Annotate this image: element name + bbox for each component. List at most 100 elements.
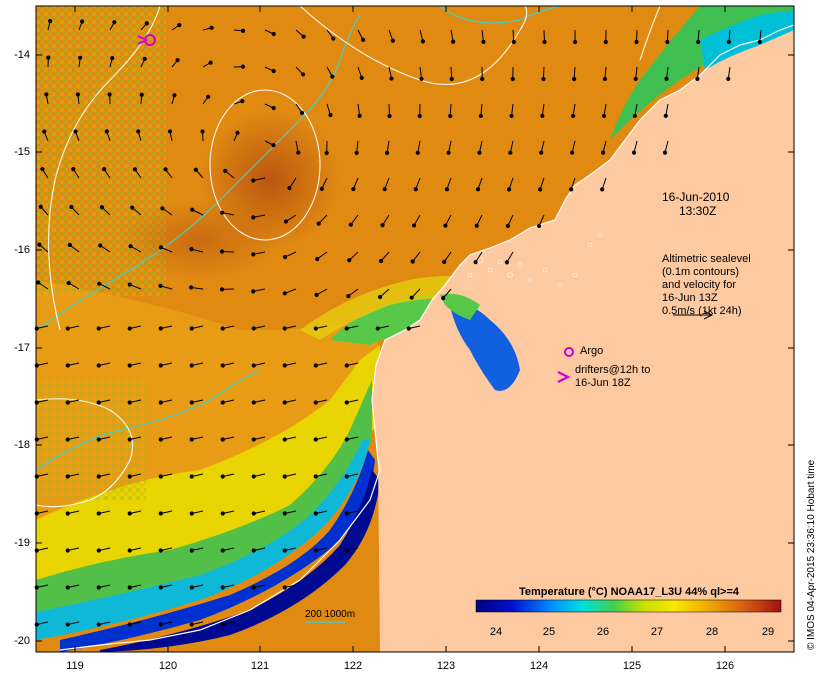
- velocity-arrow-head: [600, 187, 605, 192]
- velocity-arrow-head: [240, 99, 245, 104]
- colorbar: [475, 599, 782, 613]
- islands: [467, 232, 603, 288]
- velocity-arrow-head: [603, 39, 608, 45]
- velocity-arrow-head: [508, 150, 513, 155]
- velocity-arrow-head: [380, 223, 385, 228]
- velocity-arrow-head: [96, 511, 101, 516]
- altimetry-line: (0.1m contours): [662, 266, 740, 278]
- velocity-arrow-head: [189, 247, 194, 252]
- velocity-arrow-head: [324, 150, 329, 156]
- velocity-arrow-head: [663, 113, 668, 118]
- velocity-arrow-head: [172, 93, 177, 98]
- velocity-arrow-head: [344, 474, 349, 479]
- velocity-arrow-head: [539, 150, 544, 155]
- velocity-arrow-head: [662, 150, 668, 155]
- drifter-label-2: 16-Jun 18Z: [575, 377, 631, 389]
- velocity-arrow-head: [158, 585, 163, 590]
- velocity-arrow-head: [442, 259, 447, 264]
- velocity-arrow-head: [328, 112, 333, 118]
- velocity-arrow-head: [509, 113, 514, 119]
- velocity-arrow-head: [220, 210, 225, 215]
- velocity-arrow-head: [177, 23, 182, 28]
- velocity-arrow-head: [65, 622, 70, 627]
- velocity-arrow-head: [189, 474, 194, 479]
- velocity-arrow-head: [313, 511, 318, 516]
- colorbar-tick: 24: [489, 626, 503, 638]
- velocity-arrow-head: [127, 474, 132, 479]
- velocity-arrow-head: [474, 223, 479, 228]
- velocity-arrow-head: [127, 400, 132, 405]
- velocity-arrow-head: [127, 326, 132, 331]
- velocity-arrow-head: [251, 585, 256, 590]
- velocity-arrow-head: [251, 252, 256, 257]
- argo-legend-marker: [564, 347, 574, 357]
- velocity-arrow-head: [127, 363, 132, 368]
- velocity-arrow-head: [127, 622, 132, 627]
- velocity-arrow-head: [316, 221, 321, 226]
- velocity-arrow-head: [96, 363, 101, 368]
- velocity-arrow-head: [665, 39, 670, 45]
- velocity-arrow-head: [359, 75, 364, 80]
- velocity-arrow-head: [189, 326, 194, 331]
- velocity-arrow-head: [344, 511, 349, 516]
- velocity-arrow-head: [220, 622, 225, 627]
- velocity-arrow-head: [757, 39, 762, 45]
- velocity-arrow-head: [40, 166, 45, 172]
- velocity-arrow-head: [283, 254, 288, 260]
- sst-navy-band: [100, 470, 380, 652]
- velocity-arrow-head: [726, 76, 731, 81]
- velocity-arrow-head: [220, 548, 225, 553]
- velocity-arrow-head: [110, 56, 115, 61]
- velocity-arrow-head: [375, 326, 380, 331]
- sst-king-sound-green: [440, 293, 480, 320]
- velocity-arrow-head: [299, 110, 305, 115]
- y-tick-label: -18: [14, 439, 30, 451]
- velocity-arrow-head: [251, 326, 256, 331]
- velocity-arrow-head: [330, 74, 335, 79]
- velocity-arrow-head: [69, 204, 74, 210]
- velocity-arrow-head: [220, 474, 225, 479]
- velocity-arrow-head: [633, 76, 638, 82]
- velocity-arrow-head: [313, 474, 318, 479]
- velocity-arrow-head: [223, 168, 228, 173]
- velocity-arrow-head: [572, 76, 577, 82]
- velocity-arrow-head: [346, 294, 351, 299]
- velocity-arrow-head: [65, 548, 70, 553]
- velocity-arrow-head: [510, 76, 515, 82]
- velocity-arrow-head: [175, 58, 180, 63]
- velocity-arrow-head: [71, 166, 76, 172]
- velocity-arrow-head: [319, 186, 324, 191]
- velocity-arrow-head: [189, 511, 194, 516]
- velocity-arrow-head: [42, 129, 47, 134]
- velocity-arrow-head: [158, 326, 163, 331]
- velocity-arrow-head: [220, 437, 225, 442]
- velocity-arrow-head: [344, 437, 349, 442]
- velocity-arrow-head: [443, 223, 448, 228]
- velocity-arrow-head: [382, 187, 387, 192]
- sealevel-contours: [35, 5, 661, 508]
- velocity-arrow-head: [540, 113, 545, 118]
- velocity-arrow-head: [65, 400, 70, 405]
- land: [372, 6, 794, 652]
- velocity-arrow-head: [189, 285, 194, 290]
- velocity-arrow-head: [331, 36, 336, 41]
- velocity-arrow-head: [158, 474, 163, 479]
- colorbar-title: Temperature (°C) NOAA17_L3U 44% ql>=4: [519, 586, 739, 598]
- velocity-arrow-head: [96, 548, 101, 553]
- velocity-arrow-head: [44, 92, 49, 97]
- velocity-arrow-head: [301, 72, 306, 77]
- velocity-arrow-head: [441, 296, 446, 301]
- velocity-arrow-head: [107, 92, 112, 97]
- velocity-arrow-head: [271, 105, 276, 111]
- velocity-arrow-head: [536, 223, 542, 229]
- velocity-arrow-head: [144, 21, 149, 26]
- velocity-arrow-head: [96, 622, 101, 627]
- credit-label: © IMOS 04-Apr-2015 23:36:10 Hobart time: [806, 459, 817, 650]
- velocity-arrow-head: [193, 167, 198, 172]
- velocity-arrow-head: [282, 400, 287, 405]
- y-tick-label: -20: [14, 635, 30, 647]
- coastline: [59, 24, 795, 651]
- drifter-label-1: drifters@12h to: [575, 364, 651, 376]
- velocity-arrow-head: [569, 187, 574, 192]
- velocity-arrow-head: [158, 363, 163, 368]
